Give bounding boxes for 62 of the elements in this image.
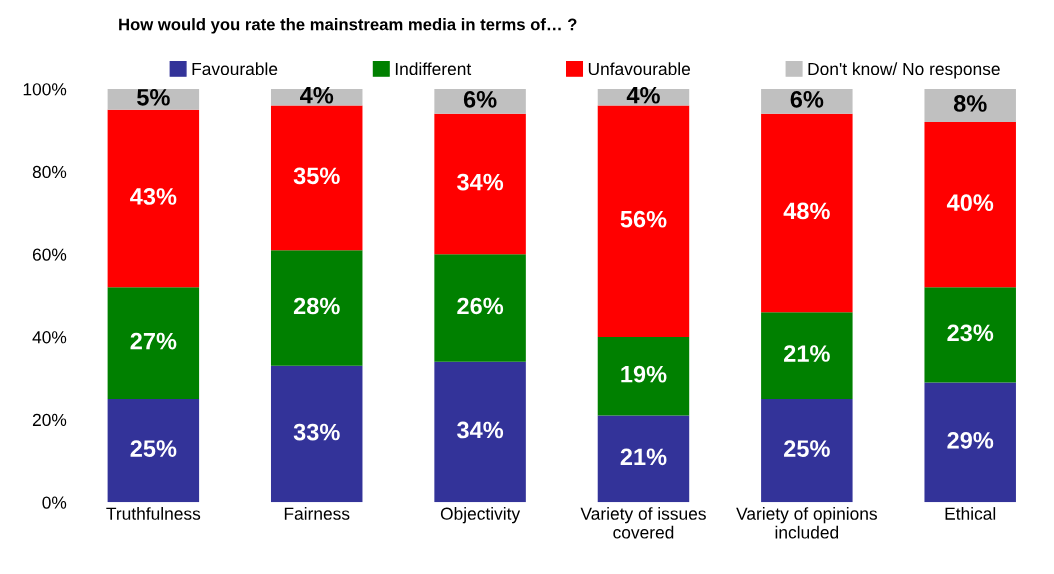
data-label: 34% bbox=[457, 173, 504, 191]
x-tick-label: Variety of opinions included bbox=[736, 507, 877, 539]
y-tick-label: 40% bbox=[32, 331, 67, 344]
y-tick-label: 0% bbox=[42, 496, 67, 509]
data-label: 6% bbox=[463, 90, 497, 108]
data-label: 40% bbox=[946, 194, 994, 212]
data-label: 4% bbox=[300, 86, 334, 104]
data-label: 34% bbox=[457, 421, 504, 439]
bar bbox=[924, 122, 1016, 288]
bar bbox=[434, 113, 526, 255]
bar bbox=[924, 382, 1016, 503]
bar bbox=[761, 312, 853, 399]
bar bbox=[597, 415, 690, 503]
x-tick-label: Ethical bbox=[945, 507, 996, 520]
data-label: 27% bbox=[130, 332, 177, 350]
y-tick-label: 60% bbox=[32, 248, 67, 261]
bar bbox=[434, 88, 526, 114]
y-tick-label: 100% bbox=[23, 83, 67, 96]
data-label: 48% bbox=[783, 202, 830, 220]
data-label: 8% bbox=[953, 95, 987, 112]
bar bbox=[924, 287, 1016, 383]
data-label: 33% bbox=[293, 423, 340, 441]
data-label: 26% bbox=[457, 297, 504, 315]
legend-label: Favourable bbox=[192, 62, 278, 76]
chart-title: How would you rate the mainstream media in terms of… ? bbox=[119, 18, 577, 34]
data-label: 35% bbox=[293, 167, 340, 185]
bar bbox=[107, 398, 200, 503]
bar bbox=[107, 287, 200, 399]
data-label: 28% bbox=[293, 297, 340, 315]
data-label: 6% bbox=[790, 90, 824, 108]
legend-label: Don't know/ No response bbox=[808, 62, 1000, 79]
bar bbox=[107, 109, 200, 288]
x-tick-label: Objectivity bbox=[440, 507, 521, 524]
data-label: 56% bbox=[620, 210, 667, 228]
data-label: 25% bbox=[784, 440, 830, 457]
bar bbox=[434, 361, 526, 503]
bar bbox=[761, 88, 853, 114]
bar bbox=[270, 365, 363, 503]
bar bbox=[924, 88, 1016, 123]
data-label: 23% bbox=[947, 324, 994, 342]
bar bbox=[434, 254, 526, 362]
x-tick-label: Variety of issues covered bbox=[580, 507, 706, 539]
data-label: 21% bbox=[784, 345, 830, 362]
data-label: 29% bbox=[947, 431, 994, 449]
data-label: 43% bbox=[130, 188, 177, 205]
data-label: 25% bbox=[130, 440, 177, 457]
bar bbox=[761, 398, 853, 503]
bar bbox=[597, 336, 690, 416]
bar bbox=[270, 105, 363, 251]
bar bbox=[761, 113, 853, 313]
data-label: 19% bbox=[621, 365, 667, 383]
data-label: 4% bbox=[626, 86, 660, 104]
y-tick-label: 20% bbox=[32, 413, 67, 427]
data-label: 21% bbox=[620, 448, 667, 466]
data-label: 5% bbox=[137, 88, 170, 106]
x-tick-label: Truthfulness bbox=[106, 507, 201, 520]
bar bbox=[270, 250, 363, 366]
y-tick-label: 80% bbox=[32, 165, 67, 179]
legend-label: Unfavourable bbox=[588, 62, 691, 76]
legend-label: Indifferent bbox=[395, 62, 472, 76]
bar bbox=[597, 105, 690, 337]
x-tick-label: Fairness bbox=[284, 507, 350, 520]
